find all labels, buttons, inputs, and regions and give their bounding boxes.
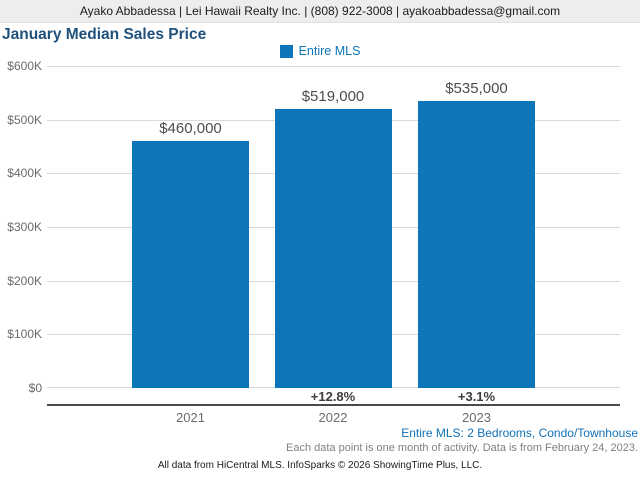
- x-axis-line: [47, 404, 620, 406]
- legend: Entire MLS: [0, 44, 640, 58]
- x-axis-category-label: 2022: [318, 410, 348, 425]
- y-axis-tick-label: $500K: [7, 112, 42, 127]
- y-axis-tick-label: $600K: [7, 59, 42, 73]
- x-axis-labels: 2021 2022 2023: [47, 410, 620, 426]
- bar-value-label: $460,000: [159, 120, 222, 138]
- pct-change-row: +12.8% +3.1%: [47, 389, 620, 404]
- data-freshness-note: Each data point is one month of activity…: [286, 442, 638, 454]
- y-axis-tick-label: $100K: [7, 327, 42, 342]
- y-axis-tick-label: $300K: [7, 220, 42, 234]
- pct-change-label: +12.8%: [310, 389, 356, 404]
- attribution-footer: All data from HiCentral MLS. InfoSparks …: [157, 460, 483, 471]
- legend-swatch-icon[interactable]: [279, 44, 293, 58]
- page-title: January Median Sales Price: [2, 26, 207, 43]
- filter-description-link[interactable]: Entire MLS: 2 Bedrooms, Condo/Townhouse: [401, 426, 638, 440]
- bar-2021[interactable]: [132, 141, 249, 388]
- x-axis-category-label: 2021: [176, 410, 205, 425]
- pct-change-label: +3.1%: [457, 389, 496, 404]
- y-axis-tick-label: $200K: [7, 273, 42, 288]
- bar-value-label: $535,000: [445, 79, 508, 97]
- y-axis-tick-label: $0: [28, 381, 42, 395]
- gridline: [47, 66, 620, 67]
- x-axis-category-label: 2023: [462, 410, 491, 425]
- agent-contact-header: Ayako Abbadessa | Lei Hawaii Realty Inc.…: [0, 0, 640, 23]
- y-axis-tick-label: $400K: [7, 166, 42, 181]
- plot-area: $460,000 $519,000 $535,000: [47, 66, 620, 388]
- y-axis-labels: $600K $500K $400K $300K $200K $100K $0: [0, 59, 42, 395]
- bar-2022[interactable]: [274, 109, 392, 388]
- bar-value-label: $519,000: [301, 88, 365, 106]
- bar-2023[interactable]: [418, 100, 535, 388]
- legend-label[interactable]: Entire MLS: [298, 44, 361, 58]
